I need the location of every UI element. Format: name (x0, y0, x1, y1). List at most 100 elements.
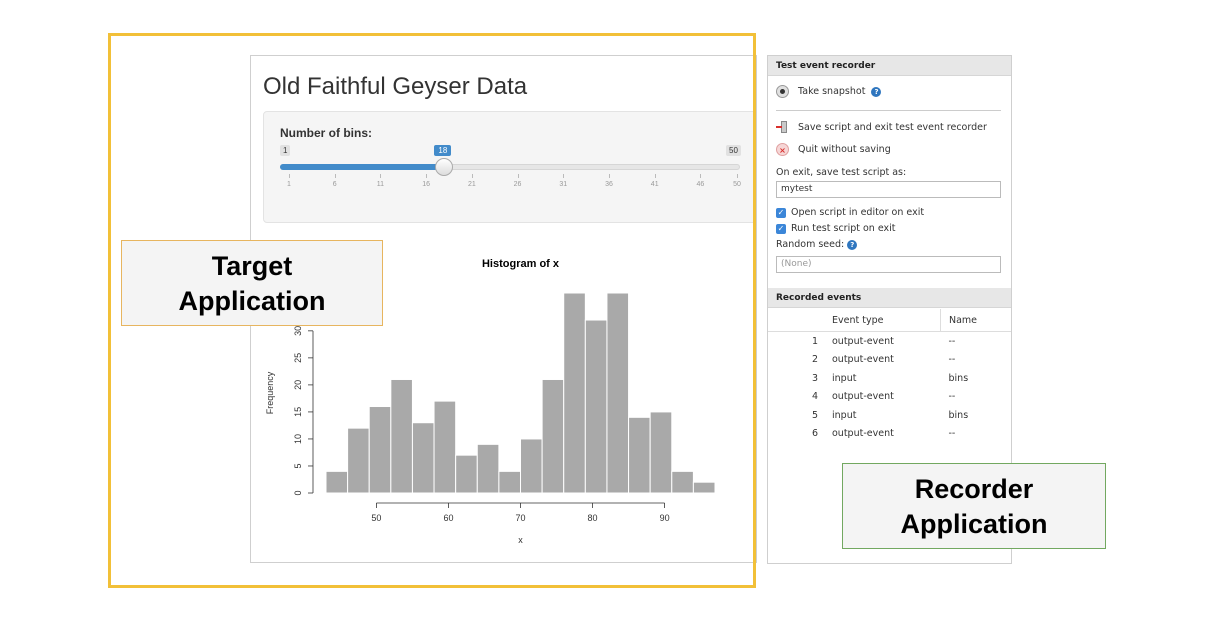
random-seed-label: Random seed: (776, 239, 845, 250)
event-type-cell: output-event (832, 391, 894, 403)
random-seed-label-row: Random seed:? (776, 239, 858, 250)
y-axis-label: Frequency (265, 371, 275, 414)
event-number-cell: 2 (811, 354, 818, 366)
chart-title: Histogram of x (482, 258, 560, 270)
sidebar-panel: Number of bins: 1 18 50 1 6 11 16 21 26 31 36 41… (263, 111, 756, 223)
event-type-cell: output-event (832, 428, 894, 440)
slider-tick (380, 174, 382, 178)
histogram-bar (606, 292, 630, 494)
histogram-bar (563, 292, 586, 494)
slider-tick (426, 174, 428, 178)
slider-tick (334, 174, 336, 178)
column-header-event-type: Event type (832, 309, 941, 332)
y-tick-label: 20 (293, 380, 303, 390)
histogram-bar (347, 427, 370, 494)
slider-tick-label: 50 (733, 181, 741, 188)
histogram-chart: Histogram of x 50 60 70 80 90 x 0 5 10 15 20 25 30 Fre… (265, 258, 716, 545)
event-type-cell: input (832, 409, 857, 421)
x-tick-label: 70 (515, 513, 525, 523)
callout-line-1: Recorder (914, 474, 1034, 504)
random-seed-input[interactable]: (None) (776, 256, 1001, 273)
event-number-cell: 1 (811, 335, 818, 347)
histogram-bar (520, 438, 543, 494)
open-editor-label: Open script in editor on exit (791, 207, 925, 218)
event-number-cell: 6 (811, 428, 818, 440)
event-type-cell: input (832, 372, 857, 384)
target-application-callout: Target Application (121, 240, 383, 326)
callout-line-2: Application (178, 286, 326, 316)
callout-line-1: Target (211, 251, 293, 281)
slider-max-label: 50 (726, 145, 741, 156)
table-row: 3 input bins (768, 369, 1011, 388)
save-exit-label: Save script and exit test event recorder (798, 121, 987, 133)
y-tick-label: 5 (293, 463, 303, 468)
recorded-events-title: Recorded events (768, 288, 1011, 308)
histogram-bar (584, 319, 608, 494)
y-tick-label: 30 (293, 326, 303, 336)
event-name-cell: -- (948, 428, 956, 440)
histogram-bar (368, 406, 392, 494)
slider-tick-label: 41 (650, 181, 659, 188)
table-row: 5 input bins (768, 406, 1011, 425)
script-name-input[interactable]: mytest (776, 181, 1001, 198)
recorder-application-callout: Recorder Application (842, 463, 1106, 549)
slider-min-label: 1 (280, 145, 291, 156)
take-snapshot-label: Take snapshot (798, 86, 866, 97)
x-axis-label: x (518, 535, 523, 545)
table-row: 2 output-event -- (768, 351, 1011, 370)
histogram-bar (476, 443, 500, 494)
open-editor-checkbox-row[interactable]: ✓ Open script in editor on exit (776, 207, 924, 218)
x-tick-label: 60 (443, 513, 453, 523)
slider-tick (609, 174, 610, 178)
column-header-number (768, 309, 832, 332)
event-name-cell: bins (948, 409, 969, 421)
slider-tick (471, 174, 473, 178)
event-name-cell: -- (948, 391, 956, 403)
table-header-row: Event type Name (768, 309, 1011, 332)
checkbox-checked-icon[interactable]: ✓ (776, 207, 786, 218)
histogram-bar (433, 400, 457, 494)
slider-tick (563, 174, 565, 178)
close-icon: × (776, 143, 789, 156)
event-type-cell: output-event (832, 335, 894, 347)
help-icon[interactable]: ? (847, 239, 858, 250)
divider (776, 110, 1001, 111)
run-test-checkbox-row[interactable]: ✓ Run test script on exit (776, 223, 896, 234)
slider-tick-label: 26 (513, 181, 522, 188)
slider-tick-label: 11 (376, 181, 385, 188)
slider-handle[interactable] (435, 158, 454, 176)
checkbox-checked-icon[interactable]: ✓ (776, 223, 786, 234)
y-tick-label: 25 (293, 353, 303, 363)
event-name-cell: -- (948, 335, 956, 347)
quit-button[interactable]: × Quit without saving (776, 143, 891, 156)
slider-tick-label: 36 (605, 181, 613, 188)
slider-fill (280, 164, 445, 170)
event-number-cell: 5 (811, 409, 818, 421)
histogram-bar (541, 378, 565, 494)
event-name-cell: -- (948, 354, 956, 366)
take-snapshot-button[interactable]: Take snapshot ? (776, 85, 882, 98)
histogram-bar (390, 378, 413, 494)
x-tick-label: 80 (588, 513, 598, 523)
slider-tick-label: 6 (332, 181, 337, 188)
save-exit-button[interactable]: Save script and exit test event recorder (776, 121, 987, 133)
help-icon[interactable]: ? (871, 86, 882, 97)
table-row: 6 output-event -- (768, 425, 1011, 444)
histogram-bar (671, 470, 694, 494)
x-tick-label: 90 (660, 513, 670, 523)
slider-tick (700, 174, 702, 178)
y-tick-label: 15 (293, 407, 303, 417)
histogram-bar (325, 470, 349, 494)
histogram-bar (455, 454, 478, 494)
slider-tick (654, 174, 656, 178)
callout-line-2: Application (900, 509, 1048, 539)
table-row: 1 output-event -- (768, 332, 1011, 351)
slider-tick-label: 46 (696, 181, 705, 188)
camera-icon (776, 85, 789, 98)
target-application-window: Old Faithful Geyser Data Number of bins:… (250, 55, 757, 563)
slider-value-label: 18 (434, 145, 452, 156)
y-tick-label: 0 (293, 490, 303, 495)
event-number-cell: 4 (811, 391, 818, 403)
slider-tick (737, 174, 738, 178)
column-header-name: Name (940, 309, 1011, 332)
